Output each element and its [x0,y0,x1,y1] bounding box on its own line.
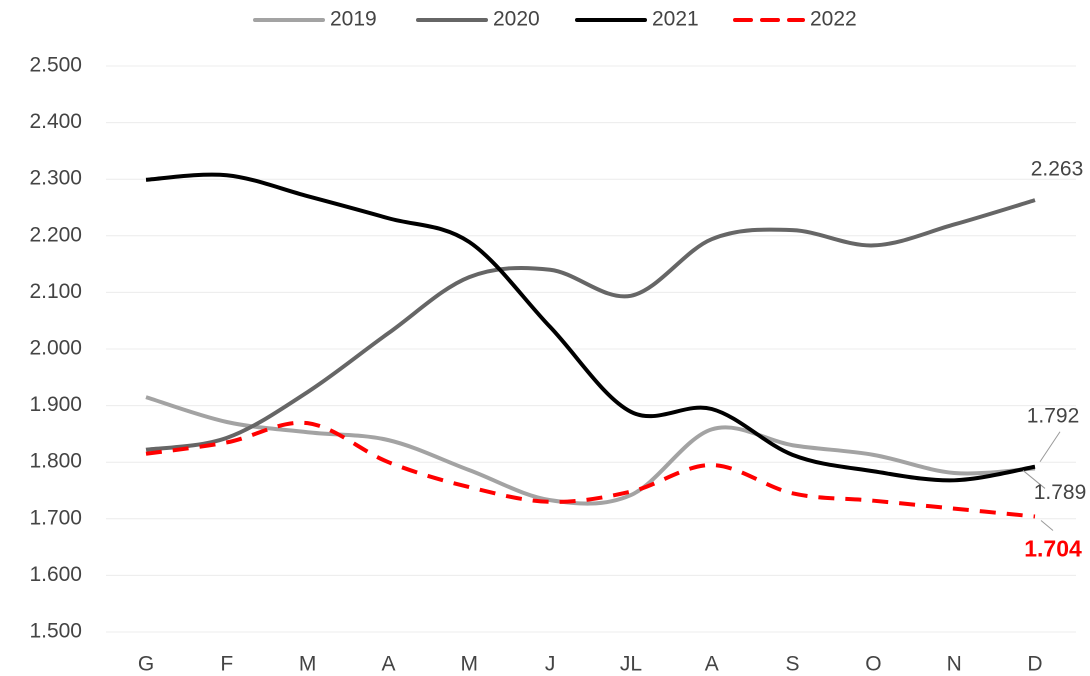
x-tick-label: J [545,653,556,676]
leader-line [1022,470,1046,489]
x-tick-label: JL [620,653,642,676]
leader-line [1039,431,1061,463]
series-line [145,172,1036,483]
series-line [145,395,1036,506]
y-tick-label: 1.600 [29,563,82,586]
y-tick-label: 2.300 [29,167,82,190]
y-tick-label: 2.200 [29,223,82,246]
data-label: 1.792 [1027,404,1080,427]
y-tick-label: 1.900 [29,393,82,416]
x-tick-label: O [865,653,881,676]
y-tick-label: 2.100 [29,280,82,303]
leader-line [1040,520,1054,531]
legend-label: 2022 [810,8,857,31]
data-label: 2.263 [1031,158,1084,181]
x-tick-label: M [461,653,479,676]
legend-label: 2020 [493,8,540,31]
data-label: 1.789 [1034,481,1087,504]
y-tick-label: 2.400 [29,110,82,133]
data-label: 1.704 [1024,536,1082,562]
y-tick-label: 1.800 [29,450,82,473]
x-tick-label: M [299,653,317,676]
x-tick-label: D [1027,653,1042,676]
series-line [145,198,1036,452]
x-tick-label: S [786,653,800,676]
y-tick-label: 1.700 [29,506,82,529]
x-tick-label: A [705,653,719,676]
x-tick-label: N [947,653,962,676]
x-tick-label: A [381,653,395,676]
y-tick-label: 1.500 [29,620,82,643]
legend-label: 2021 [652,8,699,31]
y-tick-label: 2.500 [29,54,82,77]
series-line [145,420,1036,519]
legend-label: 2019 [330,8,377,31]
x-tick-label: F [220,653,233,676]
x-tick-label: G [138,653,154,676]
y-tick-label: 2.000 [29,337,82,360]
